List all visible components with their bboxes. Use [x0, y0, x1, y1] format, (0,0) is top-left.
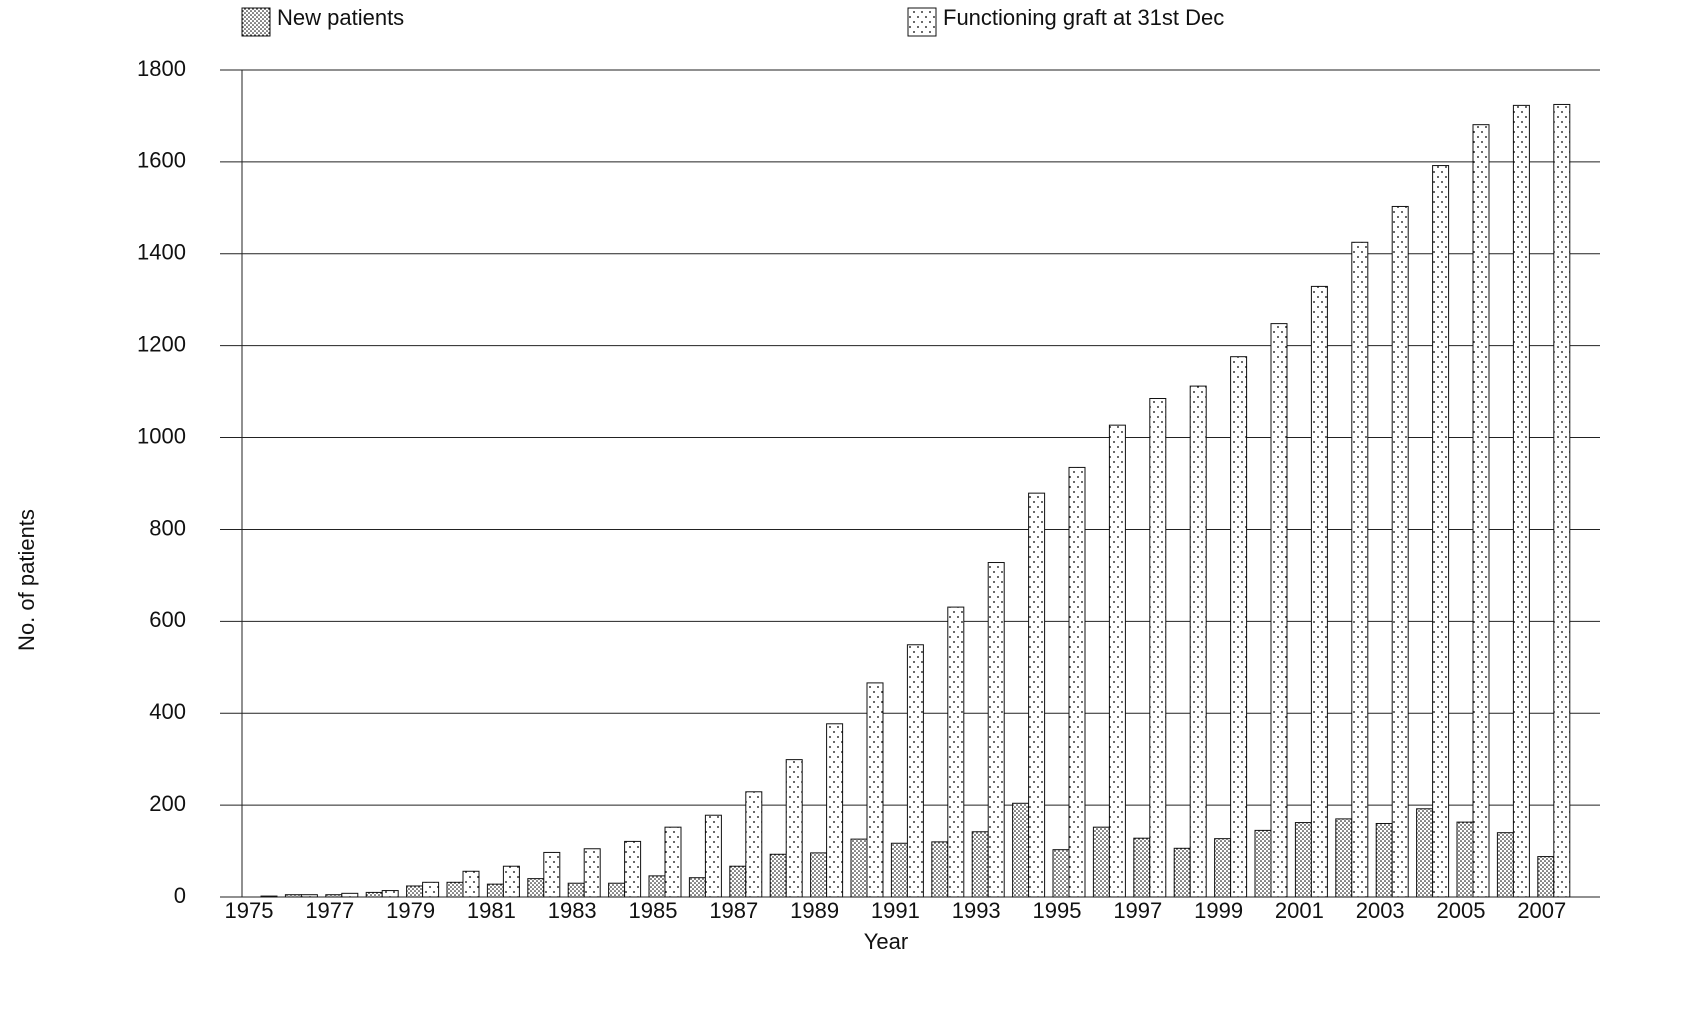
- x-tick-label: 1977: [305, 898, 354, 923]
- bar: [1254, 829, 1272, 898]
- bar: [624, 840, 642, 898]
- x-axis-title: Year: [864, 929, 908, 954]
- bar: [446, 881, 464, 898]
- bar: [745, 791, 763, 898]
- x-tick-label: 1999: [1194, 898, 1243, 923]
- y-tick-label: 600: [149, 607, 186, 632]
- bar: [1456, 821, 1474, 898]
- x-tick-label: 1991: [871, 898, 920, 923]
- bar: [1173, 847, 1191, 898]
- bar: [608, 882, 626, 898]
- y-tick-label: 400: [149, 699, 186, 724]
- x-tick-label: 1979: [386, 898, 435, 923]
- x-tick-label: 1981: [467, 898, 516, 923]
- x-tick-label: 2007: [1517, 898, 1566, 923]
- bar: [1133, 837, 1151, 898]
- x-tick-label: 1987: [709, 898, 758, 923]
- bar: [1512, 104, 1530, 898]
- bar: [1432, 165, 1450, 898]
- bar: [971, 831, 989, 898]
- bar: [1149, 398, 1167, 898]
- bar: [406, 885, 424, 898]
- x-tick-label: 1985: [629, 898, 678, 923]
- bar: [688, 877, 706, 898]
- bar: [987, 562, 1005, 898]
- bar: [1012, 802, 1030, 898]
- bar: [1230, 356, 1248, 898]
- bar: [1416, 808, 1434, 898]
- y-tick-label: 200: [149, 791, 186, 816]
- y-tick-label: 800: [149, 515, 186, 540]
- bar: [1052, 849, 1070, 898]
- bar: [502, 865, 520, 898]
- x-tick-label: 2003: [1356, 898, 1405, 923]
- bar: [906, 644, 924, 898]
- x-tick-label: 1983: [548, 898, 597, 923]
- bar: [284, 894, 302, 898]
- bar: [365, 891, 383, 898]
- bar: [300, 894, 318, 898]
- bar: [567, 882, 585, 898]
- bar: [341, 892, 359, 898]
- x-tick-label: 1993: [952, 898, 1001, 923]
- bar: [1472, 124, 1490, 898]
- bar: [1496, 832, 1514, 898]
- bar: [769, 853, 787, 898]
- bar: [1391, 205, 1409, 898]
- bar: [1214, 838, 1232, 898]
- bar: [826, 723, 844, 898]
- bar: [1553, 103, 1571, 898]
- bar: [1310, 285, 1328, 898]
- bar: [486, 883, 504, 898]
- legend-swatch: [241, 7, 271, 37]
- x-tick-label: 2005: [1437, 898, 1486, 923]
- y-tick-label: 0: [174, 883, 186, 908]
- x-tick-label: 1997: [1113, 898, 1162, 923]
- bar: [1335, 818, 1353, 898]
- bar: [462, 870, 480, 898]
- bar: [931, 841, 949, 898]
- y-tick-label: 1400: [137, 240, 186, 265]
- bar: [1351, 241, 1369, 898]
- bar: [1270, 323, 1288, 898]
- y-axis-title: No. of patients: [14, 509, 39, 651]
- y-tick-label: 1600: [137, 148, 186, 173]
- bar: [785, 759, 803, 898]
- x-tick-label: 1989: [790, 898, 839, 923]
- bar: [422, 881, 440, 898]
- bar: [1068, 466, 1086, 898]
- bar: [648, 875, 666, 898]
- legend-label: Functioning graft at 31st Dec: [943, 5, 1224, 30]
- legend-swatch: [907, 7, 937, 37]
- bar: [947, 606, 965, 898]
- bar: [890, 842, 908, 898]
- bar: [1375, 822, 1393, 898]
- bar: [1108, 424, 1126, 898]
- bar: [583, 848, 601, 898]
- y-tick-label: 1200: [137, 331, 186, 356]
- bar: [866, 682, 884, 898]
- x-tick-label: 1975: [225, 898, 274, 923]
- bar: [729, 865, 747, 898]
- bar: [1028, 492, 1046, 898]
- bar: [381, 890, 399, 898]
- bar: [704, 814, 722, 898]
- legend-label: New patients: [277, 5, 404, 30]
- y-tick-label: 1800: [137, 56, 186, 81]
- x-tick-label: 1995: [1033, 898, 1082, 923]
- bar: [1537, 856, 1555, 898]
- bar: [1294, 822, 1312, 898]
- bar: [527, 878, 545, 898]
- bar: [850, 838, 868, 898]
- bar: [260, 895, 278, 898]
- bar: [664, 826, 682, 898]
- x-tick-label: 2001: [1275, 898, 1324, 923]
- y-tick-label: 1000: [137, 423, 186, 448]
- bar: [543, 851, 561, 898]
- bar: [325, 894, 343, 898]
- bar: [810, 852, 828, 898]
- bar: [1092, 826, 1110, 898]
- bar: [1189, 385, 1207, 898]
